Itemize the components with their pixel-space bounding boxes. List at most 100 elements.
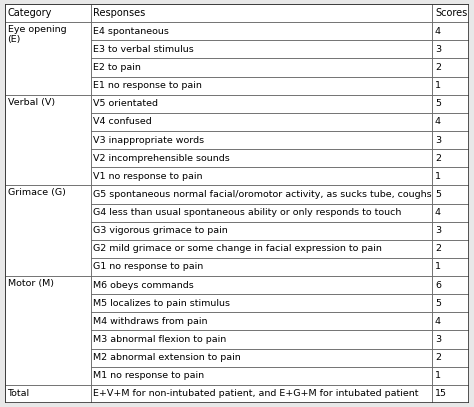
- Text: 3: 3: [435, 136, 441, 144]
- Bar: [91, 77, 432, 95]
- Bar: [91, 95, 432, 113]
- Text: G1 no response to pain: G1 no response to pain: [93, 263, 204, 271]
- Text: G4 less than usual spontaneous ability or only responds to touch: G4 less than usual spontaneous ability o…: [93, 208, 402, 217]
- Text: 2: 2: [435, 244, 441, 253]
- Text: Verbal (V): Verbal (V): [8, 98, 55, 107]
- Bar: [432, 367, 469, 385]
- Bar: [5, 276, 91, 385]
- Text: 1: 1: [435, 371, 441, 380]
- Bar: [91, 330, 432, 348]
- Bar: [91, 204, 432, 222]
- Text: 1: 1: [435, 81, 441, 90]
- Bar: [432, 294, 469, 312]
- Text: 15: 15: [435, 389, 447, 398]
- Bar: [91, 185, 432, 204]
- Text: E+V+M for non-intubated patient, and E+G+M for intubated patient: E+V+M for non-intubated patient, and E+G…: [93, 389, 419, 398]
- Bar: [91, 40, 432, 59]
- Text: 2: 2: [435, 63, 441, 72]
- Bar: [91, 367, 432, 385]
- Bar: [432, 4, 469, 22]
- Bar: [432, 131, 469, 149]
- Bar: [91, 258, 432, 276]
- Text: 4: 4: [435, 27, 441, 36]
- Bar: [432, 276, 469, 294]
- Text: 3: 3: [435, 335, 441, 344]
- Bar: [5, 4, 91, 22]
- Text: G3 vigorous grimace to pain: G3 vigorous grimace to pain: [93, 226, 228, 235]
- Text: 6: 6: [435, 280, 441, 290]
- Bar: [432, 312, 469, 330]
- Text: M2 abnormal extension to pain: M2 abnormal extension to pain: [93, 353, 241, 362]
- Bar: [91, 312, 432, 330]
- Bar: [91, 385, 432, 403]
- Text: E3 to verbal stimulus: E3 to verbal stimulus: [93, 45, 194, 54]
- Text: G2 mild grimace or some change in facial expression to pain: G2 mild grimace or some change in facial…: [93, 244, 383, 253]
- Text: 4: 4: [435, 317, 441, 326]
- Bar: [91, 240, 432, 258]
- Bar: [91, 348, 432, 367]
- Bar: [432, 95, 469, 113]
- Text: M6 obeys commands: M6 obeys commands: [93, 280, 194, 290]
- Text: V5 orientated: V5 orientated: [93, 99, 158, 108]
- Bar: [91, 22, 432, 40]
- Bar: [432, 113, 469, 131]
- Bar: [5, 385, 91, 403]
- Bar: [432, 222, 469, 240]
- Bar: [5, 95, 91, 185]
- Bar: [432, 385, 469, 403]
- Text: Eye opening
(E): Eye opening (E): [8, 25, 66, 44]
- Bar: [432, 240, 469, 258]
- Bar: [91, 149, 432, 167]
- Text: E1 no response to pain: E1 no response to pain: [93, 81, 202, 90]
- Text: V1 no response to pain: V1 no response to pain: [93, 172, 203, 181]
- Text: Responses: Responses: [93, 8, 146, 18]
- Text: 1: 1: [435, 263, 441, 271]
- Text: V4 confused: V4 confused: [93, 117, 152, 127]
- Bar: [91, 167, 432, 185]
- Bar: [91, 294, 432, 312]
- Text: 3: 3: [435, 226, 441, 235]
- Text: 1: 1: [435, 172, 441, 181]
- Text: E4 spontaneous: E4 spontaneous: [93, 27, 169, 36]
- Bar: [432, 22, 469, 40]
- Text: V3 inappropriate words: V3 inappropriate words: [93, 136, 205, 144]
- Bar: [432, 149, 469, 167]
- Text: Motor (M): Motor (M): [8, 279, 54, 288]
- Bar: [432, 77, 469, 95]
- Bar: [432, 204, 469, 222]
- Text: E2 to pain: E2 to pain: [93, 63, 141, 72]
- Text: 2: 2: [435, 353, 441, 362]
- Bar: [91, 113, 432, 131]
- Text: 2: 2: [435, 154, 441, 163]
- Bar: [91, 222, 432, 240]
- Text: M1 no response to pain: M1 no response to pain: [93, 371, 205, 380]
- Text: Scores: Scores: [435, 8, 467, 18]
- Bar: [432, 330, 469, 348]
- Bar: [91, 131, 432, 149]
- Bar: [432, 167, 469, 185]
- Bar: [432, 348, 469, 367]
- Text: Grimace (G): Grimace (G): [8, 188, 65, 197]
- Text: M3 abnormal flexion to pain: M3 abnormal flexion to pain: [93, 335, 227, 344]
- Bar: [432, 258, 469, 276]
- Text: M4 withdraws from pain: M4 withdraws from pain: [93, 317, 208, 326]
- Text: 3: 3: [435, 45, 441, 54]
- Text: 5: 5: [435, 99, 441, 108]
- Text: Total: Total: [8, 389, 30, 398]
- Bar: [91, 276, 432, 294]
- Bar: [91, 59, 432, 77]
- Text: M5 localizes to pain stimulus: M5 localizes to pain stimulus: [93, 299, 230, 308]
- Text: G5 spontaneous normal facial/oromotor activity, as sucks tube, coughs: G5 spontaneous normal facial/oromotor ac…: [93, 190, 432, 199]
- Bar: [432, 185, 469, 204]
- Text: 4: 4: [435, 208, 441, 217]
- Bar: [5, 22, 91, 95]
- Text: Category: Category: [8, 8, 52, 18]
- Text: 4: 4: [435, 117, 441, 127]
- Bar: [91, 4, 432, 22]
- Text: 5: 5: [435, 299, 441, 308]
- Text: 5: 5: [435, 190, 441, 199]
- Bar: [5, 185, 91, 276]
- Bar: [432, 40, 469, 59]
- Text: V2 incomprehensible sounds: V2 incomprehensible sounds: [93, 154, 230, 163]
- Bar: [432, 59, 469, 77]
